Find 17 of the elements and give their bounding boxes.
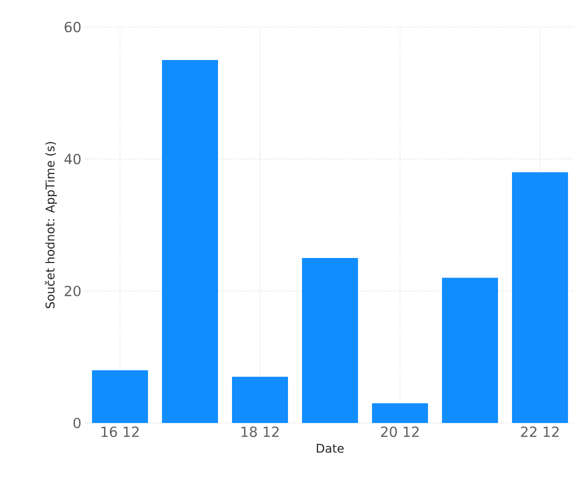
x-tick-label: 22 12 xyxy=(521,426,559,437)
x-tick-label: 16 12 xyxy=(102,426,139,438)
x-tick-label: 18 12 xyxy=(242,426,279,438)
bar xyxy=(442,278,498,423)
bar xyxy=(92,370,148,423)
y-tick-label: 60 xyxy=(64,22,81,32)
bar xyxy=(372,403,428,423)
y-tick-label: 40 xyxy=(64,154,81,164)
bar xyxy=(232,376,288,423)
bar xyxy=(512,172,568,423)
y-tick-label: 0 xyxy=(74,418,81,428)
bar xyxy=(302,258,358,423)
y-tick-label: 20 xyxy=(64,286,81,296)
x-axis-title: Date xyxy=(316,444,344,453)
y-axis-title: Součet hodnot: AppTime (s) xyxy=(44,142,57,308)
bar xyxy=(162,60,218,423)
x-tick-label: 20 12 xyxy=(381,426,419,438)
